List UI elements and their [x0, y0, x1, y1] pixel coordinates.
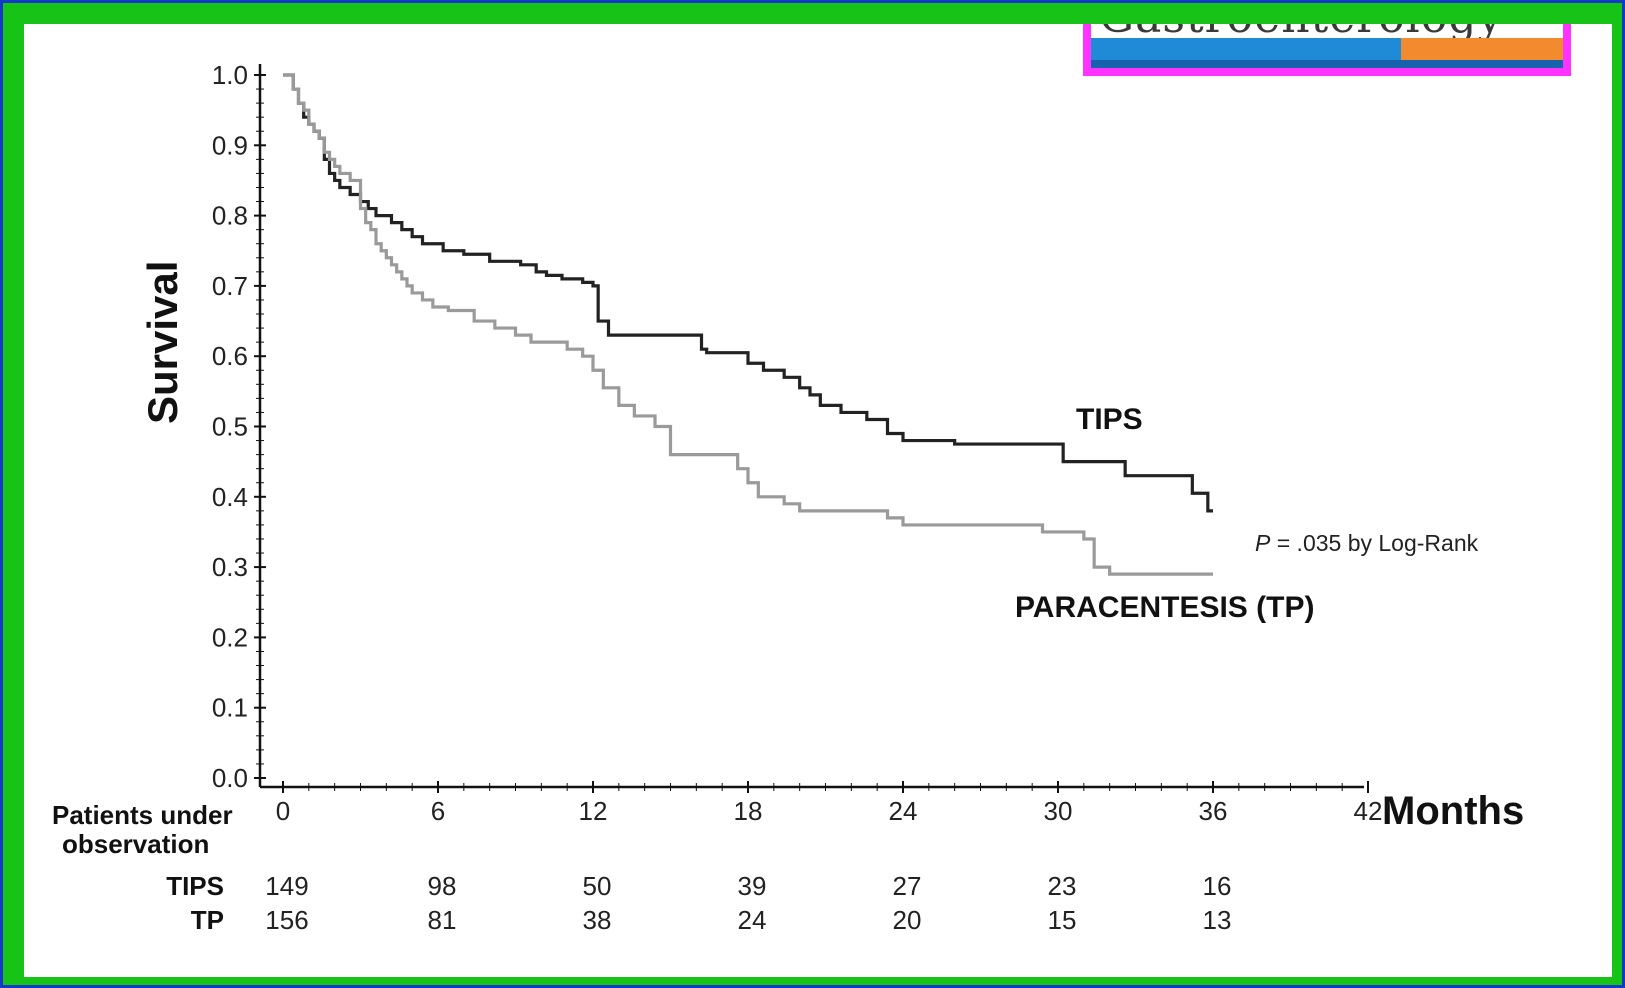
y-axis-title: Survival	[139, 260, 186, 424]
risk-table-cell: 98	[428, 871, 457, 901]
risk-row-label: TP	[191, 905, 224, 935]
risk-table-cell: 16	[1203, 871, 1232, 901]
y-tick-label: 0.2	[212, 622, 248, 652]
x-tick-label: 24	[889, 796, 918, 826]
x-tick-label: 0	[276, 796, 290, 826]
risk-table-cell: 24	[738, 905, 767, 935]
x-tick-label: 42	[1354, 796, 1383, 826]
y-tick-label: 0.8	[212, 201, 248, 231]
risk-table-cell: 23	[1048, 871, 1077, 901]
risk-table-cell: 156	[265, 905, 308, 935]
tips-series-label: TIPS	[1076, 403, 1143, 436]
tp-survival-line	[283, 73, 1213, 576]
logo-bar-orange	[1401, 38, 1563, 60]
x-tick-label: 18	[734, 796, 763, 826]
risk-table-cell: 20	[893, 905, 922, 935]
risk-table-cell: 27	[893, 871, 922, 901]
x-tick-label: 12	[579, 796, 608, 826]
chart-series	[283, 73, 1213, 576]
journal-logo-inner: Gastroenterology	[1091, 24, 1563, 68]
risk-table-cell: 50	[583, 871, 612, 901]
p-value-annotation: P = .035 by Log-Rank	[1255, 530, 1479, 556]
y-tick-label: 0.9	[212, 130, 248, 160]
risk-table-cell: 149	[265, 871, 308, 901]
risk-row-label: TIPS	[166, 871, 224, 901]
y-tick-label: 0.3	[212, 552, 248, 582]
y-tick-label: 0.7	[212, 271, 248, 301]
outer-frame: Gastroenterology 0.00.10.20.30.40.50.60.…	[3, 3, 1622, 985]
y-tick-label: 1.0	[212, 60, 248, 90]
risk-table-cell: 39	[738, 871, 767, 901]
risk-table-cell: 38	[583, 905, 612, 935]
y-tick-label: 0.6	[212, 341, 248, 371]
y-tick-label: 0.5	[212, 412, 248, 442]
risk-table-cell: 15	[1048, 905, 1077, 935]
tips-survival-line	[283, 73, 1213, 513]
y-tick-label: 0.4	[212, 482, 248, 512]
tp-series-label: PARACENTESIS (TP)	[1015, 591, 1314, 624]
figure-panel: Gastroenterology 0.00.10.20.30.40.50.60.…	[24, 24, 1612, 977]
risk-table-header-line2: observation	[62, 829, 209, 859]
x-tick-label: 6	[431, 796, 445, 826]
chart-labels: TIPS PARACENTESIS (TP) P = .035 by Log-Ran…	[1015, 403, 1479, 624]
survival-chart: 0.0 0.1 0.2 0.3 0.4 0.5 0.6 0.7 0.8 0.9 1.0 0 6 12 18 2…	[52, 60, 1524, 935]
x-tick-label: 30	[1044, 796, 1073, 826]
risk-table-cell: 13	[1203, 905, 1232, 935]
risk-table-header-line1: Patients under	[52, 800, 233, 830]
chart-axes: 0.0 0.1 0.2 0.3 0.4 0.5 0.6 0.7 0.8 0.9 1.0 0 6 12 18 2…	[212, 60, 1524, 833]
y-tick-label: 0.1	[212, 693, 248, 723]
x-tick-label: 36	[1199, 796, 1228, 826]
logo-bar-blue	[1091, 38, 1401, 60]
journal-logo: Gastroenterology	[1083, 24, 1571, 76]
y-tick-label: 0.0	[212, 763, 248, 793]
x-axis-title: Months	[1382, 789, 1524, 833]
logo-bar-dark	[1091, 60, 1563, 68]
risk-table-cell: 81	[428, 905, 457, 935]
